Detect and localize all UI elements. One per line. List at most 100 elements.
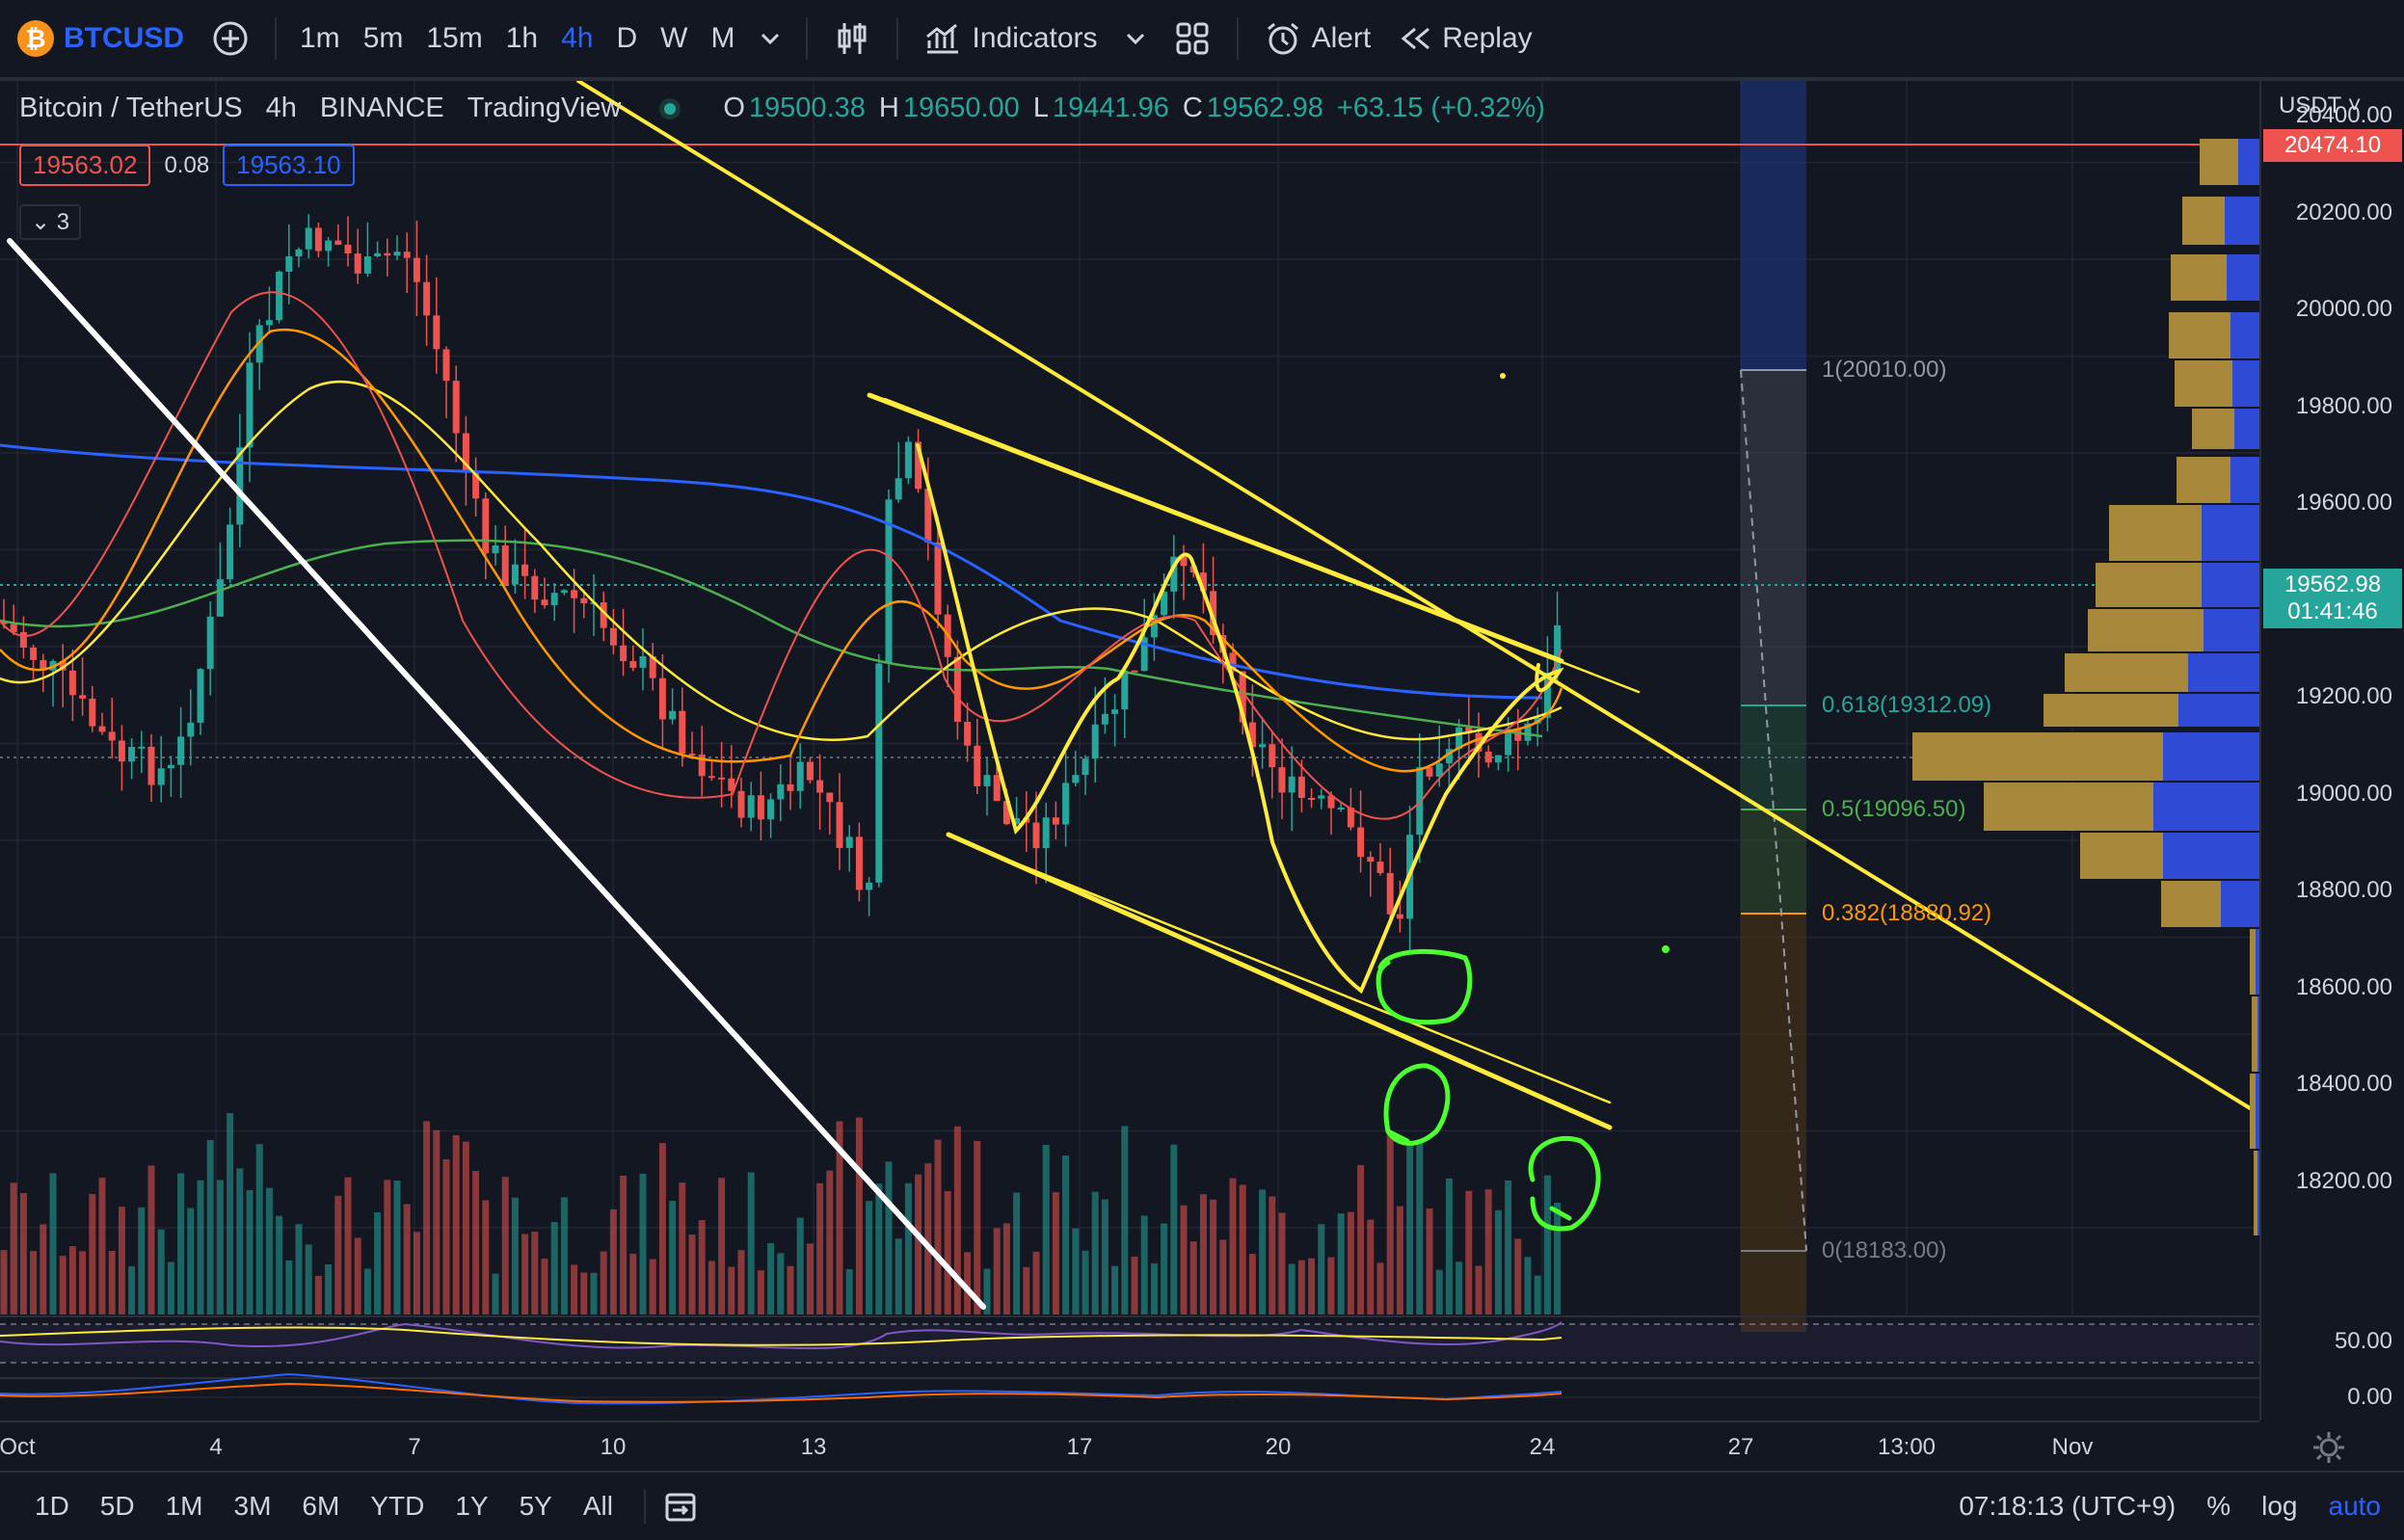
candle-body: [296, 250, 303, 256]
volume-bar: [1259, 1189, 1266, 1314]
range-all[interactable]: All: [568, 1491, 628, 1522]
candle-body: [334, 241, 341, 245]
candle-body: [512, 565, 519, 585]
volume-profile-bar: [2200, 139, 2238, 185]
range-3m[interactable]: 3M: [219, 1491, 287, 1522]
volume-bar: [620, 1176, 627, 1314]
time-label: 13:00: [1878, 1434, 1936, 1461]
candle-body: [1357, 828, 1364, 858]
volume-profile-bar: [2188, 653, 2259, 692]
volume-bar: [1, 1250, 8, 1314]
candle-body: [1367, 857, 1374, 862]
candle-body: [69, 671, 76, 696]
volume-bar: [571, 1264, 577, 1314]
buy-price-button[interactable]: 19563.10: [223, 145, 354, 186]
volume-profile-bar: [2254, 1151, 2257, 1235]
candle-body: [325, 241, 332, 252]
indicators-dropdown-button[interactable]: [1111, 0, 1160, 77]
volume-bar: [404, 1204, 411, 1314]
range-ytd[interactable]: YTD: [355, 1491, 440, 1522]
volume-bar: [1092, 1192, 1099, 1314]
volume-bar: [875, 1183, 882, 1314]
divider: [806, 17, 808, 60]
price-chart[interactable]: [0, 81, 2259, 1421]
candle-body: [394, 252, 401, 255]
range-6m[interactable]: 6M: [286, 1491, 355, 1522]
interval-dropdown-button[interactable]: [746, 0, 794, 77]
time-label: 7: [408, 1434, 420, 1461]
volume-bar: [1102, 1200, 1109, 1314]
fib-level-0618: 0.618(19312.09): [1822, 692, 1991, 719]
interval-D[interactable]: D: [604, 0, 649, 77]
clock-timezone[interactable]: 07:18:13 (UTC+9): [1943, 1491, 2191, 1522]
fib-retracement[interactable]: [1741, 81, 1806, 1332]
sell-price-button[interactable]: 19563.02: [19, 145, 150, 186]
range-1d[interactable]: 1D: [19, 1491, 85, 1522]
candle-body: [355, 253, 361, 274]
settings-gear-icon[interactable]: [2310, 1428, 2348, 1467]
chart-type-button[interactable]: [819, 0, 885, 77]
interval-4h[interactable]: 4h: [549, 0, 604, 77]
indicators-button[interactable]: Indicators: [910, 0, 1110, 77]
volume-bar: [669, 1201, 676, 1314]
volume-profile-bar: [2080, 833, 2163, 879]
volume-bar: [994, 1228, 1001, 1314]
candle-body: [561, 590, 568, 593]
calendar-goto-icon[interactable]: [661, 1487, 700, 1526]
interval-5m[interactable]: 5m: [352, 0, 415, 77]
range-1m[interactable]: 1M: [150, 1491, 219, 1522]
volume-bar: [679, 1182, 685, 1314]
volume-profile-bar: [1984, 783, 2153, 831]
volume-bar: [99, 1178, 106, 1314]
volume-bar: [138, 1208, 145, 1314]
volume-bar: [1269, 1196, 1275, 1314]
symbol-selector[interactable]: ₿ BTCUSD: [0, 0, 198, 77]
symbol-name: BTCUSD: [64, 22, 184, 55]
candle-body: [285, 256, 292, 272]
volume-bar: [629, 1254, 636, 1314]
candle-body: [846, 836, 853, 848]
percent-scale-toggle[interactable]: %: [2191, 1491, 2246, 1522]
volume-bar: [521, 1235, 528, 1314]
candle-body: [1387, 873, 1394, 915]
indicators-collapse-button[interactable]: ⌄ 3: [19, 204, 81, 240]
range-1y[interactable]: 1Y: [440, 1491, 503, 1522]
candle-body: [1072, 775, 1079, 783]
volume-profile-bar: [2250, 1074, 2256, 1149]
interval-M[interactable]: M: [699, 0, 746, 77]
open-label: O: [723, 93, 745, 124]
replay-button[interactable]: Replay: [1384, 0, 1545, 77]
compare-add-button[interactable]: [198, 0, 263, 77]
auto-scale-toggle[interactable]: auto: [2313, 1491, 2404, 1522]
volume-bar: [738, 1250, 745, 1314]
open-value: 19500.38: [749, 93, 866, 124]
candle-body: [1082, 758, 1089, 775]
candle-body: [984, 775, 991, 786]
volume-bar: [217, 1180, 224, 1314]
candle-body: [1427, 767, 1433, 777]
volume-bar: [1298, 1261, 1305, 1314]
range-5d[interactable]: 5D: [85, 1491, 150, 1522]
interval-1h[interactable]: 1h: [494, 0, 549, 77]
high-price-tag: 20474.10: [2263, 129, 2402, 162]
volume-bar: [296, 1224, 303, 1314]
log-scale-toggle[interactable]: log: [2246, 1491, 2312, 1522]
candle-body: [502, 545, 509, 585]
candle-body: [708, 776, 715, 778]
interval-15m[interactable]: 15m: [414, 0, 494, 77]
volume-profile-bar: [2250, 929, 2256, 995]
price-label: 18200.00: [2296, 1168, 2392, 1195]
layout-button[interactable]: [1160, 0, 1225, 77]
candle-body: [620, 646, 627, 661]
range-5y[interactable]: 5Y: [504, 1491, 568, 1522]
symbol-title[interactable]: Bitcoin / TetherUS: [19, 93, 243, 124]
alert-button[interactable]: Alert: [1250, 0, 1385, 77]
candle-body: [669, 711, 676, 720]
volume-profile-bar: [2178, 694, 2259, 727]
interval-W[interactable]: W: [649, 0, 699, 77]
volume-bar: [69, 1246, 76, 1314]
volume-bar: [1554, 1203, 1561, 1314]
interval-1m[interactable]: 1m: [288, 0, 352, 77]
